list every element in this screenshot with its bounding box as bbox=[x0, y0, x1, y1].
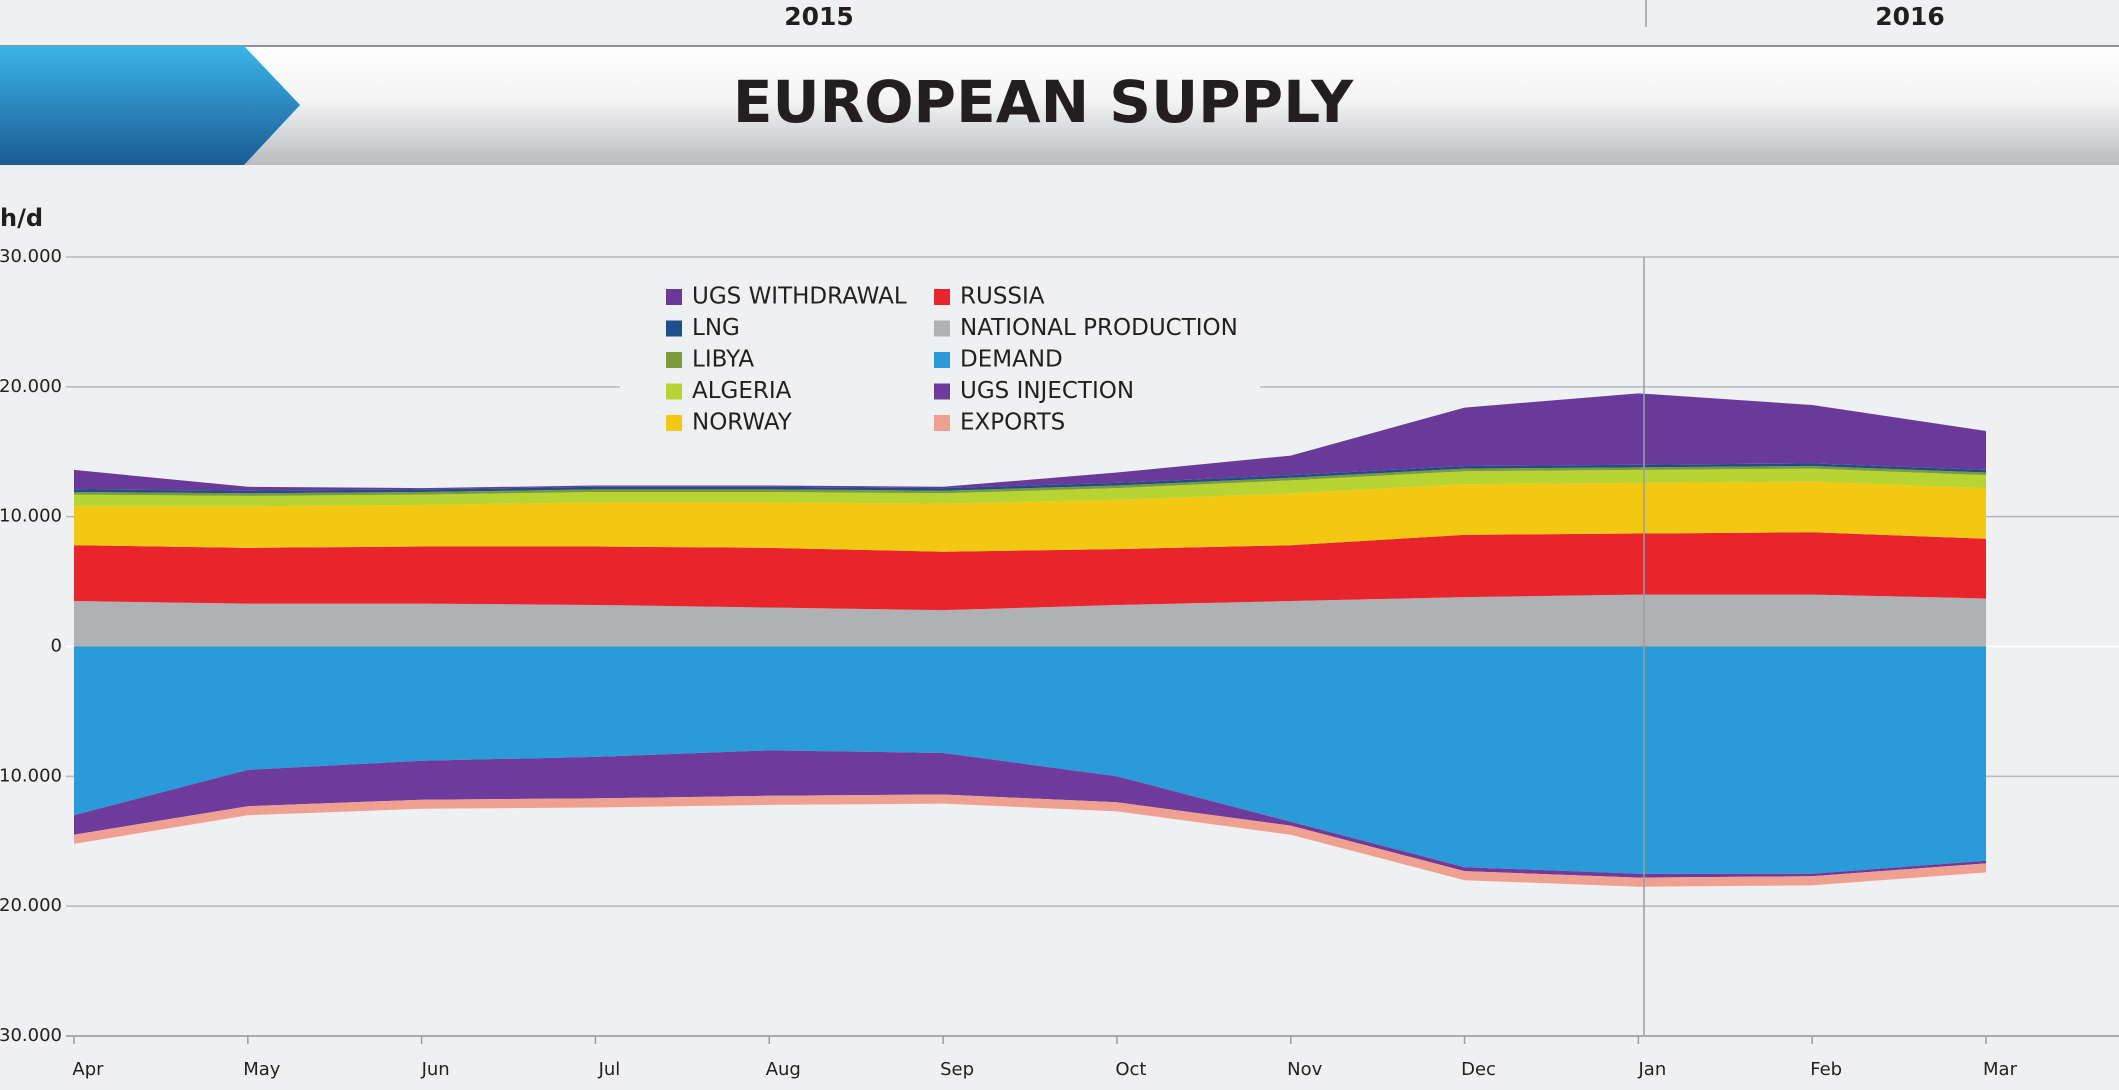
y-tick-label: 10.000 bbox=[0, 506, 62, 527]
y-tick-label: 30.000 bbox=[0, 246, 62, 267]
area bbox=[74, 646, 1986, 874]
area bbox=[74, 468, 1986, 507]
x-tick-label: Jan bbox=[1637, 1059, 1666, 1080]
area bbox=[74, 463, 1986, 494]
y-tick-label: -20.000 bbox=[0, 895, 62, 916]
legend-swatch bbox=[666, 320, 682, 337]
chart-title: EUROPEAN SUPPLY bbox=[733, 68, 1354, 136]
legend-label: DEMAND bbox=[960, 347, 1063, 373]
areas bbox=[74, 393, 1986, 887]
x-tick-label: Dec bbox=[1461, 1059, 1496, 1080]
legend-label: EXPORTS bbox=[960, 410, 1065, 436]
legend-swatch bbox=[934, 320, 950, 337]
x-tick-label: Nov bbox=[1287, 1059, 1322, 1080]
legend-label: NORWAY bbox=[692, 410, 793, 436]
x-tick-label: Jun bbox=[421, 1059, 450, 1080]
legend-label: UGS WITHDRAWAL bbox=[692, 284, 907, 310]
legend-label: UGS INJECTION bbox=[960, 378, 1134, 404]
year-label: 2016 bbox=[1875, 2, 1945, 31]
legend-label: ALGERIA bbox=[692, 378, 792, 404]
y-tick-label: 0 bbox=[51, 636, 62, 657]
x-tick-label: Sep bbox=[940, 1059, 974, 1080]
legend: UGS WITHDRAWAL LNG LIBYA ALGERIA NORWAY RUSSI… bbox=[666, 284, 1238, 436]
area bbox=[74, 466, 1986, 496]
banner bbox=[0, 46, 2119, 165]
legend-swatch bbox=[666, 415, 682, 431]
x-tick-label: Mar bbox=[1983, 1059, 2018, 1080]
legend-swatch bbox=[666, 289, 682, 305]
legend-label: NATIONAL PRODUCTION bbox=[960, 315, 1238, 341]
year-label: 2015 bbox=[784, 2, 854, 31]
legend-label: LIBYA bbox=[692, 347, 754, 373]
x-tick-label: May bbox=[243, 1059, 281, 1080]
y-axis-label: h/d bbox=[0, 204, 43, 232]
axes: -30.000 -20.000 -10.000 0 10.000 20.000 30.000… bbox=[0, 246, 2119, 1080]
legend-swatch bbox=[934, 415, 950, 431]
y-tick-label: -30.000 bbox=[0, 1025, 62, 1046]
legend-swatch bbox=[934, 289, 950, 305]
x-tick-label: Apr bbox=[72, 1059, 104, 1080]
x-tick-label: Jul bbox=[598, 1059, 621, 1080]
x-tick-label: Oct bbox=[1115, 1059, 1146, 1080]
legend-swatch bbox=[666, 383, 682, 400]
legend-label: LNG bbox=[692, 315, 740, 341]
area bbox=[74, 532, 1986, 611]
legend-label: RUSSIA bbox=[960, 284, 1045, 310]
legend-swatch bbox=[934, 352, 950, 368]
y-tick-label: 20.000 bbox=[0, 376, 62, 397]
area bbox=[74, 794, 1986, 887]
area bbox=[74, 750, 1986, 878]
area bbox=[74, 481, 1986, 552]
banner-arrow bbox=[0, 46, 300, 165]
legend-swatch bbox=[934, 383, 950, 400]
area bbox=[74, 594, 1986, 647]
legend-swatch bbox=[666, 352, 682, 368]
x-tick-label: Feb bbox=[1810, 1059, 1842, 1080]
x-tick-label: Aug bbox=[766, 1059, 801, 1080]
y-tick-label: -10.000 bbox=[0, 765, 62, 786]
area bbox=[74, 393, 1986, 491]
